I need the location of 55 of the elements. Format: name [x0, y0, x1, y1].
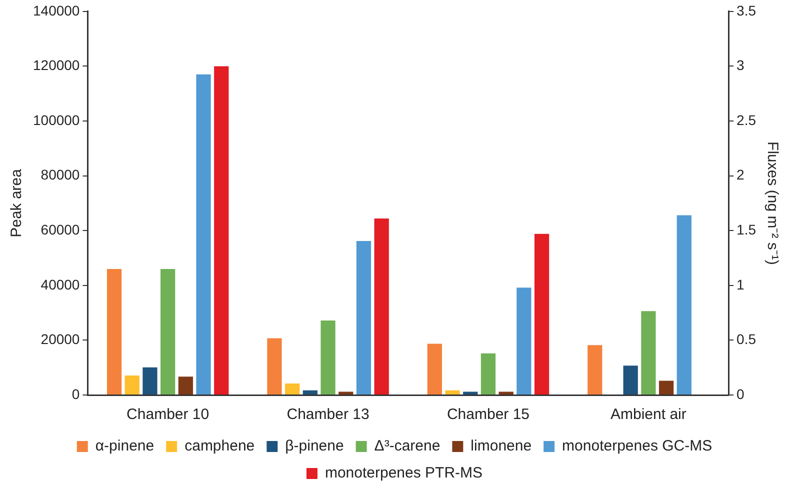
bar — [374, 218, 389, 394]
y-tick-label: 20000 — [40, 331, 80, 348]
bar — [356, 241, 372, 394]
bar — [427, 344, 442, 394]
bar — [285, 383, 300, 394]
y-tick-label: 40000 — [40, 276, 80, 292]
y-tick-label: 100000 — [33, 112, 80, 128]
bar — [160, 268, 176, 394]
y2-axis-title: Fluxes (ng m⁻² s⁻¹) — [764, 142, 781, 265]
y-tick-label: 80000 — [40, 166, 80, 183]
bar — [534, 234, 550, 394]
y-tick-label: 140000 — [33, 2, 80, 18]
bar — [196, 74, 211, 394]
y2-tick-label: 3.5 — [736, 2, 756, 18]
legend-label: monoterpenes GC-MS — [562, 438, 712, 455]
bar — [498, 392, 514, 394]
bar — [178, 376, 193, 394]
y-tick-label: 60000 — [40, 221, 80, 238]
bar — [623, 366, 638, 394]
y2-tick-label: 3 — [736, 57, 745, 74]
x-tick-label: Chamber 13 — [286, 406, 370, 424]
bar — [320, 320, 336, 394]
y2-tick-label: 1.5 — [736, 221, 756, 238]
legend-label: limonene — [470, 438, 532, 455]
legend-label: camphene — [184, 438, 255, 455]
legend-label: monoterpenes PTR-MS — [324, 464, 483, 482]
x-tick-label: Ambient air — [610, 406, 686, 424]
y2-tick-label: 1 — [736, 276, 745, 292]
y2-tick-label: 2.5 — [736, 112, 756, 128]
bar — [214, 66, 229, 394]
bar — [142, 367, 158, 394]
bar — [676, 215, 692, 394]
legend-label: α-pinene — [95, 438, 154, 455]
bar — [338, 392, 354, 394]
bar — [658, 380, 674, 394]
bar — [445, 390, 460, 394]
bar — [516, 288, 532, 394]
bar — [302, 390, 318, 394]
y2-tick-label: 0 — [736, 386, 745, 402]
bar — [267, 338, 282, 394]
bar — [588, 345, 602, 394]
y-axis-title: Peak area — [8, 168, 26, 238]
bar — [480, 353, 496, 394]
bar — [641, 311, 656, 394]
x-tick-label: Chamber 15 — [446, 406, 530, 424]
bar — [463, 392, 478, 394]
y-tick-label: 0 — [72, 386, 80, 402]
y2-tick-label: 2 — [736, 166, 745, 183]
x-tick-label: Chamber 10 — [126, 406, 210, 424]
legend-label: β-pinene — [285, 438, 344, 455]
bar — [106, 268, 122, 394]
y2-tick-label: 0.5 — [736, 331, 756, 348]
bar — [124, 376, 140, 394]
y-tick-label: 120000 — [33, 57, 80, 74]
legend-label: Δ³-carene — [374, 438, 440, 455]
